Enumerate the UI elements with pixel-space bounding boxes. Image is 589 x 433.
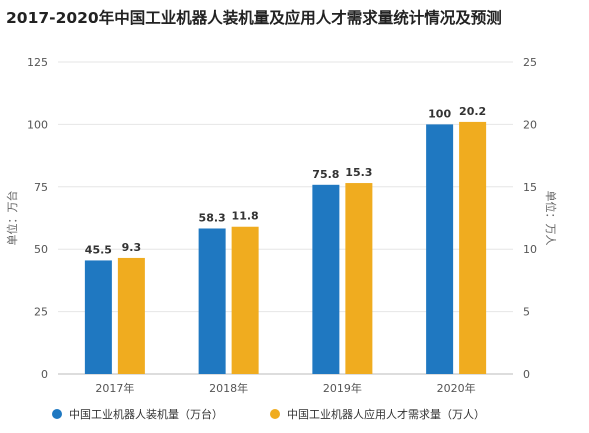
data-label: 20.2 <box>459 105 486 118</box>
legend-marker <box>270 409 280 419</box>
y-left-tick-label: 125 <box>27 56 48 69</box>
y-right-axis-title: 单位：万人 <box>544 191 558 246</box>
data-label: 75.8 <box>312 168 339 181</box>
data-label: 15.3 <box>345 166 372 179</box>
bar-talent-demand <box>345 183 373 374</box>
x-tick-label: 2019年 <box>323 381 362 395</box>
y-right-tick-label: 15 <box>523 181 537 194</box>
y-left-tick-label: 100 <box>27 118 48 131</box>
legend-label: 中国工业机器人装机量（万台） <box>69 407 223 421</box>
y-right-tick-label: 0 <box>523 368 530 381</box>
bar-talent-demand <box>117 257 145 374</box>
x-tick-label: 2020年 <box>437 381 476 395</box>
bar-installed-units <box>312 184 340 374</box>
chart-title: 2017-2020年中国工业机器人装机量及应用人才需求量统计情况及预测 <box>6 9 502 27</box>
y-left-tick-label: 50 <box>34 243 48 256</box>
y-left-tick-label: 75 <box>34 181 48 194</box>
x-tick-label: 2017年 <box>95 381 134 395</box>
bar-talent-demand <box>231 226 259 374</box>
data-label: 9.3 <box>122 241 142 254</box>
y-right-tick-label: 20 <box>523 118 537 131</box>
y-left-tick-label: 25 <box>34 306 48 319</box>
bar-installed-units <box>198 228 226 374</box>
y-right-tick-label: 25 <box>523 56 537 69</box>
data-label: 45.5 <box>85 243 112 256</box>
data-label: 100 <box>428 107 451 120</box>
y-left-tick-label: 0 <box>41 368 48 381</box>
bar-installed-units <box>426 124 454 375</box>
legend-label: 中国工业机器人应用人才需求量（万人） <box>287 407 485 421</box>
y-right-tick-label: 5 <box>523 306 530 319</box>
y-right-tick-label: 10 <box>523 243 537 256</box>
x-tick-label: 2018年 <box>209 381 248 395</box>
bar-talent-demand <box>459 121 487 375</box>
legend-marker <box>52 409 62 419</box>
y-left-axis-title: 单位：万台 <box>5 191 19 246</box>
data-label: 11.8 <box>232 210 259 223</box>
data-label: 58.3 <box>199 211 226 224</box>
bar-installed-units <box>84 260 112 374</box>
